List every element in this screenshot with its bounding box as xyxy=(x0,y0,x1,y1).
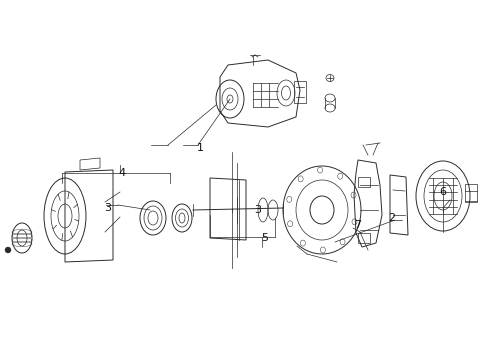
Bar xyxy=(358,177,370,187)
Text: 1: 1 xyxy=(196,143,203,153)
Text: 5: 5 xyxy=(262,233,269,243)
Text: 3: 3 xyxy=(254,205,262,215)
Text: 4: 4 xyxy=(119,168,125,178)
Text: 6: 6 xyxy=(440,187,446,197)
Circle shape xyxy=(5,247,11,253)
Bar xyxy=(294,81,306,103)
Bar xyxy=(358,233,370,243)
Text: 2: 2 xyxy=(389,213,395,223)
Text: 7: 7 xyxy=(354,220,362,230)
Text: 3: 3 xyxy=(104,203,112,213)
Bar xyxy=(465,184,477,202)
